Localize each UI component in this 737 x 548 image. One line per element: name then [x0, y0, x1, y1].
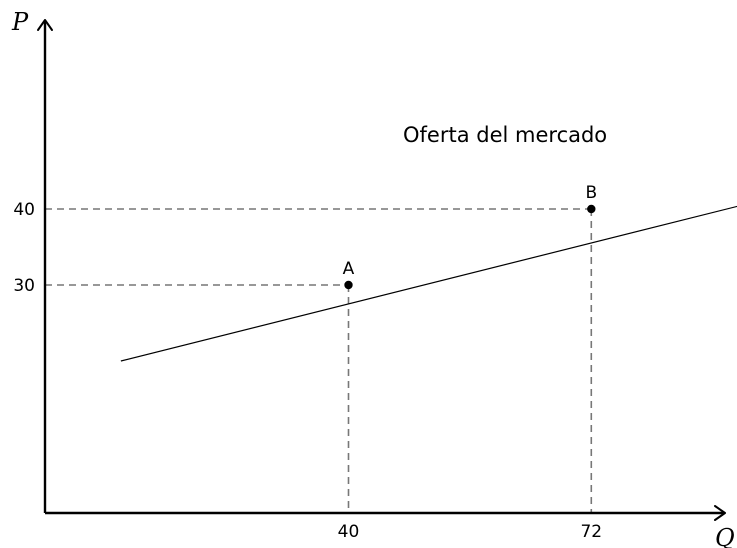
- chart-title: Oferta del mercado: [403, 123, 607, 147]
- point-label-a: A: [343, 259, 355, 279]
- supply-line: [120, 205, 737, 362]
- point-label-b: B: [585, 183, 597, 203]
- points-layer: AB: [343, 183, 597, 290]
- y-axis-arrow: [37, 19, 53, 31]
- y-tick-label: 40: [13, 200, 35, 220]
- y-axis-label: P: [11, 8, 29, 36]
- x-axis-label: Q: [715, 524, 735, 548]
- x-axis-arrow: [714, 505, 726, 521]
- x-tick-label: 72: [580, 522, 602, 542]
- y-tick-label: 30: [13, 276, 35, 296]
- series-layer: [120, 205, 737, 362]
- guide-lines: [45, 208, 593, 513]
- x-tick-label: 40: [338, 522, 360, 542]
- tick-labels: 40 72 30 40: [13, 200, 602, 542]
- point-a: [344, 280, 353, 290]
- point-b: [587, 204, 596, 214]
